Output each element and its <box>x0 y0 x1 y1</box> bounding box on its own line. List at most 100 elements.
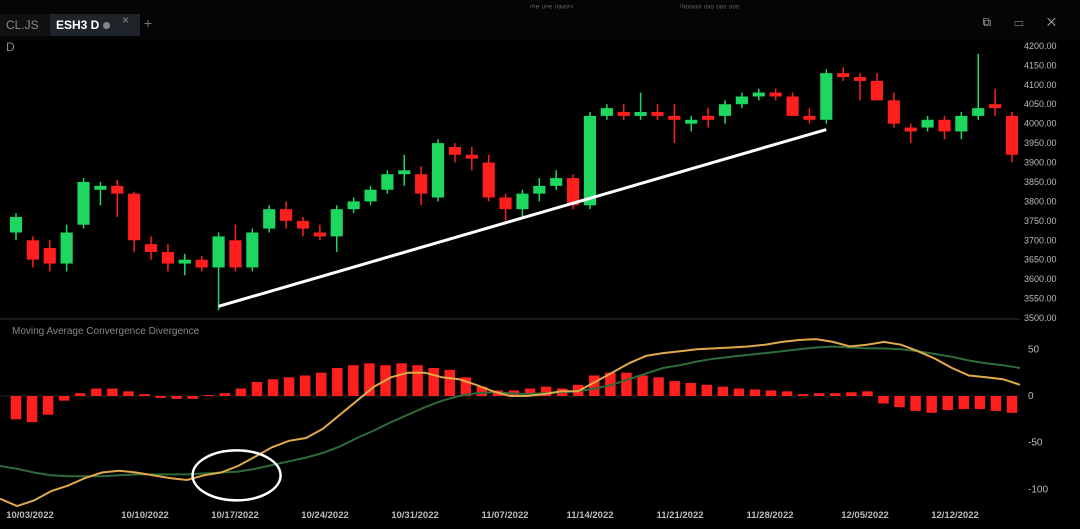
macd-histogram-bar <box>139 394 150 396</box>
macd-histogram-bar <box>878 396 889 404</box>
price-tick-label: 3600.00 <box>1024 274 1057 284</box>
candle-body <box>533 185 546 194</box>
macd-histogram-bar <box>267 379 279 396</box>
price-tick-label: 3950.00 <box>1024 138 1057 148</box>
macd-histogram-bar <box>910 396 921 411</box>
macd-histogram-bar <box>203 395 215 397</box>
price-tick-label: 3900.00 <box>1024 158 1057 168</box>
macd-histogram-bar <box>444 369 455 396</box>
tab-bar: CL.JS D ESH3 D × + ᵣₕₑ ᵤₙₑ ᵣₗₐᵥₒᵣₛ ₗₗₓₒₒ… <box>0 0 1080 54</box>
macd-histogram-bar <box>171 396 182 399</box>
candle-body <box>161 251 175 264</box>
candle-body <box>752 92 765 97</box>
candle-body <box>634 112 647 116</box>
macd-histogram-bar <box>299 375 311 396</box>
macd-histogram-bar <box>107 388 118 396</box>
macd-histogram-bar <box>348 365 359 396</box>
date-tick-label: 12/05/2022 <box>841 510 889 521</box>
candle-body <box>1005 115 1019 155</box>
macd-histogram-bar <box>540 386 552 396</box>
candle-body <box>837 73 850 78</box>
status-dot-icon <box>103 22 111 29</box>
candle-body <box>43 248 56 264</box>
macd-histogram-bar <box>797 394 809 396</box>
tab-cl[interactable]: CL.JS D <box>0 14 52 54</box>
macd-histogram-bar <box>589 375 600 396</box>
candle-body <box>921 119 934 128</box>
macd-histogram-bar <box>1006 396 1018 413</box>
candle-body <box>617 112 630 116</box>
price-tick-label: 4000.00 <box>1024 119 1057 129</box>
date-tick-label: 11/14/2022 <box>566 510 613 521</box>
candle-body <box>381 174 394 190</box>
macd-histogram-bar <box>42 396 54 415</box>
date-tick-label: 10/31/2022 <box>391 510 439 521</box>
tab-esh3-label: ESH3 D <box>56 18 100 32</box>
candle-body <box>9 216 23 233</box>
macd-histogram-bar <box>974 396 986 410</box>
macd-histogram-bar <box>653 377 664 396</box>
candle-body <box>144 244 158 252</box>
macd-histogram-bar <box>830 393 841 396</box>
tab-esh3[interactable]: ESH3 D <box>50 14 140 36</box>
macd-histogram-bar <box>332 368 343 396</box>
candle-body <box>398 170 411 175</box>
macd-tick-label: -50 <box>1028 438 1043 449</box>
date-tick-label: 11/07/2022 <box>481 510 528 521</box>
signal-line <box>0 345 1021 478</box>
candle-body <box>600 108 613 116</box>
macd-histogram-bar <box>58 396 70 401</box>
candle-body <box>904 127 917 132</box>
macd-histogram-bar <box>862 391 873 396</box>
price-tick-label: 3500.00 <box>1024 313 1057 323</box>
macd-histogram-bar <box>701 384 713 396</box>
price-chart[interactable]: 4200.00 4150.00 4100.00 4050.00 4000.00 3950.… <box>0 40 1080 529</box>
candle-body <box>769 92 782 97</box>
date-tick-label: 12/12/2022 <box>931 510 979 521</box>
candle-body <box>195 259 208 268</box>
close-icon[interactable]: × <box>122 13 130 27</box>
top-fragment-left: ᵣₕₑ ᵤₙₑ ᵣₗₐᵥₒᵣₛ <box>530 0 574 10</box>
candle-body <box>499 197 512 210</box>
date-tick-label: 10/10/2022 <box>121 510 169 521</box>
candle-body <box>364 189 377 202</box>
date-tick-label: 10/24/2022 <box>301 510 349 521</box>
candle-body <box>482 162 495 198</box>
macd-histogram-bar <box>765 390 777 396</box>
macd-histogram-bar <box>926 396 937 413</box>
price-tick-label: 3800.00 <box>1024 196 1057 206</box>
candle-body <box>550 178 563 186</box>
price-tick-label: 4100.00 <box>1024 80 1057 90</box>
candle-body <box>212 236 225 268</box>
candle-body <box>111 185 124 194</box>
macd-histogram-bar <box>91 388 102 396</box>
macd-histogram-bar <box>813 393 825 396</box>
macd-histogram-bar <box>685 382 696 396</box>
price-tick-label: 4050.00 <box>1024 99 1057 109</box>
macd-histogram-bar <box>26 396 38 423</box>
price-tick-label: 3550.00 <box>1024 294 1057 304</box>
candle-body <box>128 193 141 241</box>
macd-line <box>0 338 1021 508</box>
candle-body <box>938 119 951 132</box>
macd-histogram-bar <box>412 365 423 396</box>
macd-histogram-bar <box>990 396 1002 411</box>
candle-body <box>347 201 360 210</box>
date-tick-label: 11/28/2022 <box>746 510 793 521</box>
candle-body <box>972 108 985 116</box>
candle-body <box>263 209 276 229</box>
date-tick-label: 10/03/2022 <box>6 510 54 521</box>
candle-body <box>431 143 445 198</box>
top-fragment-right: ₗₗₓₒₒₓₓₓ ₒₓₒ ₒₒₒ ₒₒₒ <box>680 0 740 10</box>
window-controls-icon[interactable]: ⧉ ▭ ✕ <box>982 15 1066 29</box>
macd-histogram-bar <box>428 368 439 396</box>
candle-body <box>178 259 191 264</box>
candle-body <box>94 185 107 190</box>
indicator-label: Moving Average Convergence Divergence <box>12 326 200 337</box>
macd-histogram-bar <box>460 377 472 396</box>
macd-histogram-bar <box>123 391 134 396</box>
candle-body <box>246 232 259 268</box>
add-tab-button[interactable]: + <box>144 15 153 31</box>
macd-histogram-bar <box>315 372 327 396</box>
candle-body <box>989 104 1002 109</box>
